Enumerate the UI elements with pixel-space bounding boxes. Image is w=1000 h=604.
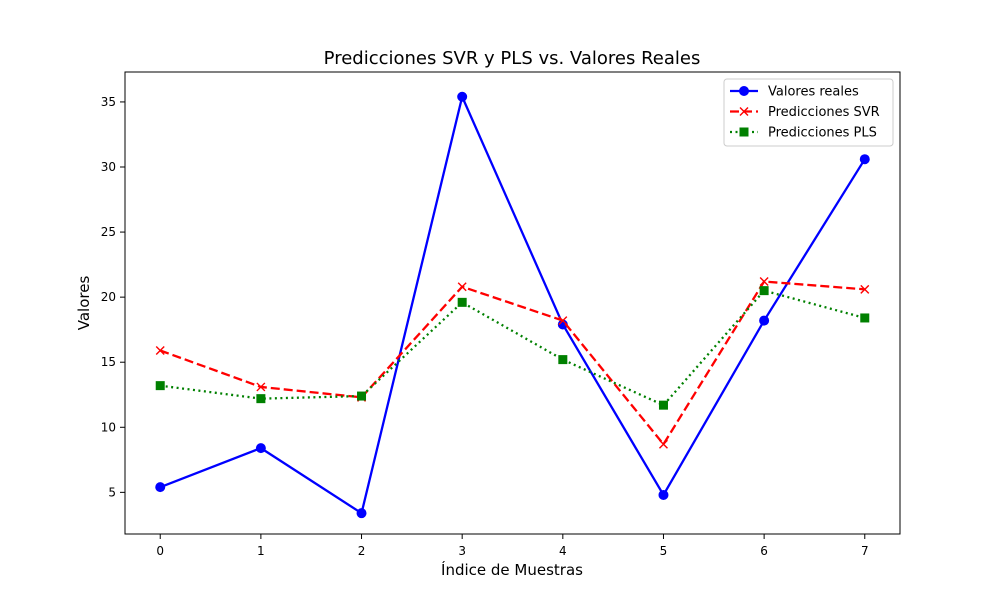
x-marker-stroke — [558, 316, 568, 326]
y-tick-label: 20 — [101, 290, 116, 304]
x-tick-label: 3 — [458, 544, 466, 558]
y-axis-label: Valores — [75, 276, 93, 331]
y-tick-label: 35 — [101, 95, 116, 109]
data-point — [860, 313, 870, 323]
plot-area: 0 1 2 3 4 5 6 7 5 10 15 20 25 30 35 — [101, 91, 870, 558]
x-marker-stroke — [256, 382, 266, 392]
legend-entry: Predicciones PLS — [730, 126, 877, 141]
legend-box — [723, 78, 894, 147]
chart-title: Predicciones SVR y PLS vs. Valores Reale… — [324, 48, 701, 69]
legend-label: Valores reales — [768, 85, 859, 100]
series-line — [159, 95, 866, 515]
data-point — [155, 346, 165, 355]
legend-label: Predicciones SVR — [768, 105, 880, 120]
series-3 — [155, 286, 870, 410]
data-point — [357, 391, 367, 401]
x-marker-stroke — [860, 284, 870, 294]
x-marker-stroke — [739, 107, 749, 116]
x-tick-label: 1 — [257, 544, 265, 558]
legend-entry: Valores reales — [730, 85, 859, 100]
x-axis-label: Índice de Muestras — [441, 560, 583, 579]
x-marker-stroke — [658, 439, 668, 449]
data-point — [759, 286, 769, 296]
x-tick-label: 0 — [156, 544, 164, 558]
data-point — [457, 297, 467, 307]
data-point — [155, 482, 166, 493]
data-point — [256, 382, 266, 392]
x-marker-stroke — [457, 282, 467, 292]
x-tick-label: 2 — [358, 544, 366, 558]
legend-marker — [739, 86, 749, 96]
legend-entry: Predicciones SVR — [730, 105, 880, 120]
data-point — [658, 439, 668, 449]
x-tick-label: 7 — [861, 544, 869, 558]
data-point — [457, 91, 468, 102]
y-tick-label: 10 — [101, 420, 116, 434]
data-point — [658, 489, 669, 500]
data-point — [860, 284, 870, 294]
data-point — [658, 400, 668, 410]
x-tick-label: 4 — [559, 544, 567, 558]
data-point — [558, 316, 568, 326]
x-tick-label: 6 — [760, 544, 768, 558]
data-point — [256, 394, 266, 404]
y-tick-label: 15 — [101, 355, 116, 369]
legend-label: Predicciones PLS — [768, 126, 877, 141]
plot-frame — [124, 71, 901, 535]
series-line — [160, 289, 866, 407]
legend: Valores reales Predicciones SVR Prediccion… — [723, 78, 894, 147]
y-tick-label: 25 — [101, 225, 116, 239]
x-tick-label: 5 — [660, 544, 668, 558]
data-point — [859, 154, 870, 165]
x-marker-stroke — [155, 346, 165, 355]
data-point — [759, 315, 770, 326]
data-point — [255, 443, 266, 454]
y-tick-label: 5 — [108, 485, 116, 499]
legend-marker — [739, 107, 749, 116]
data-point — [155, 381, 165, 391]
x-marker-stroke — [759, 277, 769, 287]
data-point — [558, 355, 568, 365]
data-point — [356, 508, 367, 519]
y-tick-label: 30 — [101, 160, 116, 174]
legend-marker — [739, 127, 749, 137]
data-point — [457, 282, 467, 292]
data-point — [759, 277, 769, 287]
